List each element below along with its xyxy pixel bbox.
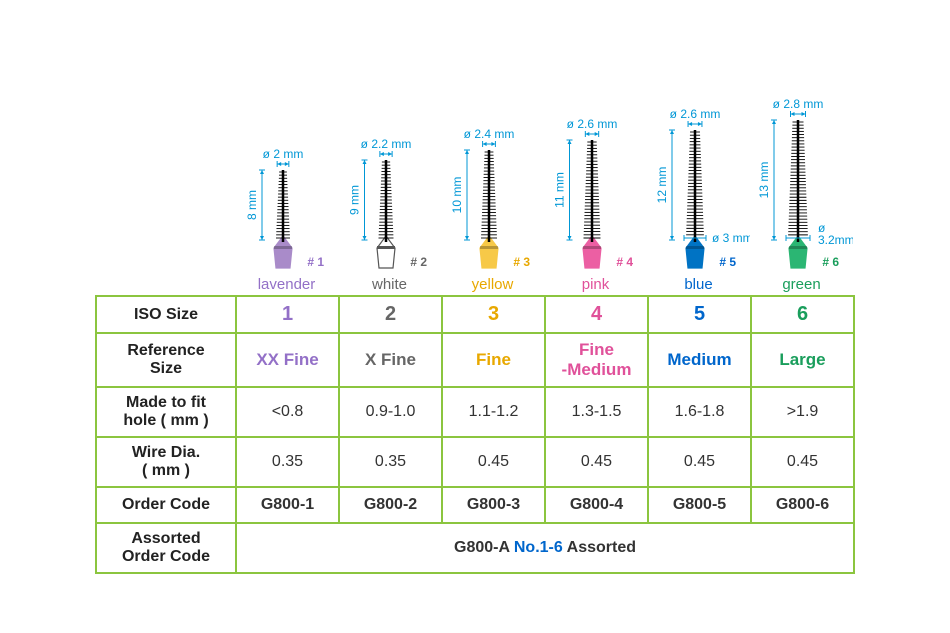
row-wire: Wire Dia.( mm ) 0.350.350.450.450.450.45 xyxy=(96,437,854,487)
svg-text:3.2mm: 3.2mm xyxy=(818,233,853,247)
svg-text:ø 2.6 mm: ø 2.6 mm xyxy=(670,107,721,121)
ref-4: Fine-Medium xyxy=(545,333,648,387)
iso-4: 4 xyxy=(545,296,648,333)
ref-6: Large xyxy=(751,333,854,387)
svg-text:ø 3 mm: ø 3 mm xyxy=(712,231,750,245)
brush-yellow: ø 2.4 mm 10 mm # 3 yellow xyxy=(441,60,544,295)
brush-number-3: # 3 xyxy=(513,255,530,269)
brush-name-yellow: yellow xyxy=(472,276,514,293)
brush-name-lavender: lavender xyxy=(258,276,316,293)
svg-text:13 mm: 13 mm xyxy=(757,162,771,199)
brush-blue: ø 2.6 mm 12 mm ø 3 mm # 5 blue xyxy=(647,60,750,295)
label-reference: ReferenceSize xyxy=(96,333,236,387)
row-assorted: AssortedOrder Code G800-A No.1-6 Assorte… xyxy=(96,523,854,573)
assorted-value: G800-A No.1-6 Assorted xyxy=(236,523,854,573)
ref-3: Fine xyxy=(442,333,545,387)
iso-1: 1 xyxy=(236,296,339,333)
ref-1: XX Fine xyxy=(236,333,339,387)
label-order-code: Order Code xyxy=(96,487,236,523)
row-fit: Made to fithole ( mm ) <0.80.9-1.01.1-1.… xyxy=(96,387,854,437)
brush-green: ø 2.8 mm13 mmø3.2mm# 6green xyxy=(750,60,853,295)
iso-6: 6 xyxy=(751,296,854,333)
brush-name-white: white xyxy=(372,276,407,293)
label-fit: Made to fithole ( mm ) xyxy=(96,387,236,437)
label-assorted: AssortedOrder Code xyxy=(96,523,236,573)
svg-text:9 mm: 9 mm xyxy=(348,185,362,215)
brush-number-5: # 5 xyxy=(719,255,736,269)
svg-text:10 mm: 10 mm xyxy=(450,177,464,214)
row-reference: ReferenceSize XX FineX FineFineFine-Medi… xyxy=(96,333,854,387)
iso-3: 3 xyxy=(442,296,545,333)
brush-number-2: # 2 xyxy=(410,255,427,269)
svg-text:ø 2.2 mm: ø 2.2 mm xyxy=(361,137,412,151)
label-wire: Wire Dia.( mm ) xyxy=(96,437,236,487)
iso-2: 2 xyxy=(339,296,442,333)
iso-5: 5 xyxy=(648,296,751,333)
brush-name-blue: blue xyxy=(684,276,712,293)
brush-number-1: # 1 xyxy=(307,255,324,269)
svg-text:8 mm: 8 mm xyxy=(245,190,259,220)
svg-text:12 mm: 12 mm xyxy=(655,167,669,204)
label-iso: ISO Size xyxy=(96,296,236,333)
brush-name-pink: pink xyxy=(582,276,610,293)
brush-number-6: # 6 xyxy=(822,255,839,269)
ref-2: X Fine xyxy=(339,333,442,387)
svg-text:ø 2.8 mm: ø 2.8 mm xyxy=(773,97,824,111)
row-iso: ISO Size 123456 xyxy=(96,296,854,333)
brush-lavender: ø 2 mm 8 mm # 1 lavender xyxy=(235,60,338,295)
svg-text:ø 2 mm: ø 2 mm xyxy=(263,147,304,161)
svg-text:ø 2.4 mm: ø 2.4 mm xyxy=(464,127,515,141)
brush-white: ø 2.2 mm 9 mm # 2white xyxy=(338,60,441,295)
spec-table: ISO Size 123456 ReferenceSize XX FineX F… xyxy=(95,295,855,574)
svg-text:ø 2.6 mm: ø 2.6 mm xyxy=(567,117,618,131)
ref-5: Medium xyxy=(648,333,751,387)
brush-name-green: green xyxy=(782,276,820,293)
svg-text:11 mm: 11 mm xyxy=(553,172,567,208)
brush-number-4: # 4 xyxy=(616,255,633,269)
row-order-code: Order Code G800-1G800-2G800-3G800-4G800-… xyxy=(96,487,854,523)
brush-pink: ø 2.6 mm 11 mm # 4 pink xyxy=(544,60,647,295)
